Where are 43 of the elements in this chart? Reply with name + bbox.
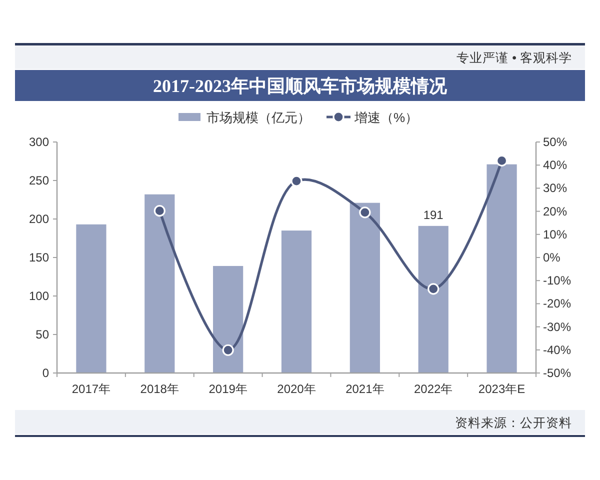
text: 资料来源：公开资料 <box>455 416 572 430</box>
x-tick-label: 2017年 <box>72 382 111 396</box>
y2-tick-label: 50% <box>543 135 568 149</box>
bar <box>486 164 517 373</box>
y2-tick-label: -30% <box>543 320 572 334</box>
y2-tick-label: -10% <box>543 274 572 288</box>
y2-tick-label: -20% <box>543 296 572 311</box>
y2-tick-label: 20% <box>543 204 568 218</box>
bar <box>76 224 106 373</box>
data-label: 191 <box>423 208 444 222</box>
y2-tick-label: 40% <box>543 158 568 172</box>
point <box>359 206 371 218</box>
y2-tick-label: -40% <box>543 342 572 357</box>
x-tick-label: 2023年E <box>478 382 526 396</box>
legend-label: 增速（%） <box>354 110 418 125</box>
x-tick-label: 2022年 <box>414 382 453 396</box>
point <box>428 283 440 295</box>
bar <box>350 202 380 373</box>
bar <box>418 226 448 373</box>
y-tick-label: 0 <box>42 366 50 380</box>
y-tick-label: 150 <box>28 250 50 264</box>
y-tick-label: 200 <box>28 212 50 226</box>
y2-tick-label: -50% <box>543 366 572 380</box>
x-tick-label: 2021年 <box>346 382 384 396</box>
y2-tick-label: 0% <box>543 250 561 264</box>
point <box>154 205 166 217</box>
bar <box>281 230 312 373</box>
point <box>222 344 234 356</box>
y-tick-label: 100 <box>28 289 50 303</box>
text: 专业严谨 • 客观科学 <box>456 50 572 65</box>
x-tick-label: 2018年 <box>140 382 179 396</box>
y-tick-label: 300 <box>28 135 50 149</box>
chart-title: 2017-2023年中国顺风车市场规模情况 <box>153 76 448 96</box>
y2-tick-label: 10% <box>543 227 568 242</box>
y2-tick-label: 30% <box>543 181 568 196</box>
y-tick-label: 50 <box>36 328 50 342</box>
point <box>290 175 302 187</box>
y-tick-label: 250 <box>28 174 50 188</box>
bar <box>144 194 175 373</box>
bar <box>213 266 244 373</box>
x-tick-label: 2020年 <box>277 382 316 396</box>
legend-label: 市场规模（亿元） <box>206 110 310 125</box>
x-tick-label: 2019年 <box>208 382 248 396</box>
